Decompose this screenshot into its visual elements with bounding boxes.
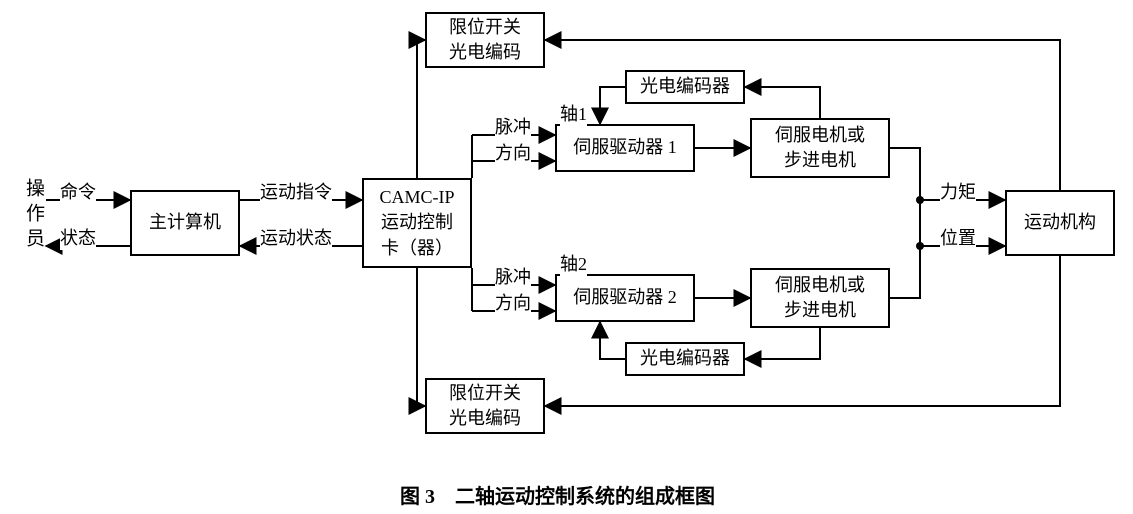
- node-text: 运动机构: [1024, 210, 1096, 235]
- label-axis1: 轴1: [560, 100, 587, 126]
- node-text: 伺服电机或步进电机: [775, 123, 865, 173]
- node-text: 主计算机: [149, 210, 221, 235]
- node-text: CAMC-IP运动控制卡（器）: [379, 185, 454, 261]
- node-encoder-bottom: 光电编码器: [625, 342, 745, 376]
- node-limit-top: 限位开关光电编码: [425, 12, 545, 68]
- node-text: 限位开关光电编码: [449, 381, 521, 431]
- node-text: 光电编码器: [640, 346, 730, 371]
- label-torque: 力矩: [940, 178, 976, 204]
- node-text: 伺服电机或步进电机: [775, 273, 865, 323]
- node-servo-driver-1: 伺服驱动器 1: [555, 124, 695, 172]
- label-dir1: 方向: [495, 139, 531, 165]
- diagram-canvas: 操作员 主计算机 CAMC-IP运动控制卡（器） 限位开关光电编码 限位开关光电…: [0, 0, 1133, 514]
- label-position: 位置: [940, 224, 976, 250]
- node-motor-1: 伺服电机或步进电机: [750, 118, 890, 178]
- figure-caption: 图 3 二轴运动控制系统的组成框图: [400, 480, 715, 509]
- node-limit-bottom: 限位开关光电编码: [425, 378, 545, 434]
- node-text: 伺服驱动器 1: [573, 135, 677, 160]
- node-text: 限位开关光电编码: [449, 15, 521, 65]
- node-motor-2: 伺服电机或步进电机: [750, 268, 890, 328]
- label-status: 状态: [60, 224, 96, 250]
- node-mechanism: 运动机构: [1005, 190, 1115, 256]
- label-mcmd: 运动指令: [260, 178, 332, 204]
- operator-label: 操作员: [20, 178, 47, 253]
- node-camc: CAMC-IP运动控制卡（器）: [362, 178, 472, 268]
- node-main-computer: 主计算机: [130, 190, 240, 256]
- label-dir2: 方向: [495, 289, 531, 315]
- node-servo-driver-2: 伺服驱动器 2: [555, 274, 695, 322]
- label-cmd: 命令: [60, 178, 96, 204]
- label-axis2: 轴2: [560, 250, 587, 276]
- label-pulse2: 脉冲: [495, 263, 531, 289]
- node-encoder-top: 光电编码器: [625, 70, 745, 104]
- node-text: 伺服驱动器 2: [573, 285, 677, 310]
- node-text: 光电编码器: [640, 74, 730, 99]
- label-mstatus: 运动状态: [260, 224, 332, 250]
- label-pulse1: 脉冲: [495, 113, 531, 139]
